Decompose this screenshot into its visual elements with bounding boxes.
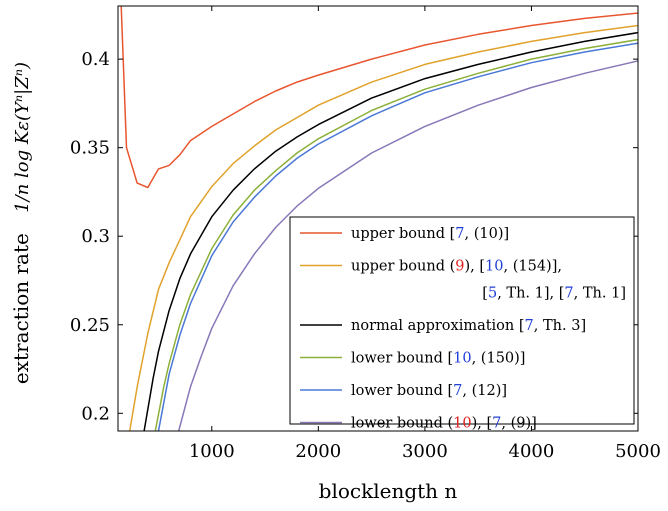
y-tick-label-4: 0.35 [70,138,110,159]
series-line-6 [177,60,638,431]
ticks-layer: 1000 2000 3000 4000 5000 0.2 0.25 0.3 0.35 0.4 [70,6,661,462]
series-line-5 [157,42,638,431]
y-tick-label-2: 0.25 [70,315,110,336]
x-tick-label-1: 1000 [189,441,235,462]
legend-label-1: upper bound [7, (10)] [351,226,509,242]
legend-label-5: lower bound [7, (12)] [351,383,507,399]
y-tick-label-3: 0.3 [81,226,110,247]
x-tick-label-4: 4000 [509,441,555,462]
series-line-1 [120,6,638,189]
legend-label-6: lower bound (10), [7, (9)] [351,416,537,432]
series-layer [120,6,638,431]
legend-box [289,216,635,425]
legend-label-2: upper bound (9), [10, (154)], [351,259,562,275]
y-tick-label-1: 0.2 [81,403,110,424]
y-axis-label-formula: 1/n log Kε(Yⁿ|Zⁿ) [12,62,33,213]
series-line-3 [143,31,638,431]
y-axis-label-prefix: extraction rate [9,233,33,384]
plot-frame [117,5,639,432]
legend: upper bound [7, (10)] upper bound (9), [1… [289,216,635,432]
series-line-2 [128,24,638,431]
legend-label-4: lower bound [10, (150)] [351,351,525,367]
y-tick-label-5: 0.4 [81,49,110,70]
legend-label-3: normal approximation [7, Th. 3] [351,318,586,334]
x-tick-label-5: 5000 [615,441,661,462]
legend-label-2-line-2: [5, Th. 1], [7, Th. 1] [482,286,626,302]
svg-text:extraction rate 1/n log: extraction rate 1/n log Kε(Yⁿ|Zⁿ) [9,62,33,384]
x-axis-label: blocklength n [319,479,458,503]
x-tick-label-2: 2000 [295,441,341,462]
x-tick-label-3: 3000 [402,441,448,462]
y-axis-label: extraction rate 1/n log Kε(Yⁿ|Zⁿ) [9,62,33,384]
series-line-4 [154,38,638,431]
